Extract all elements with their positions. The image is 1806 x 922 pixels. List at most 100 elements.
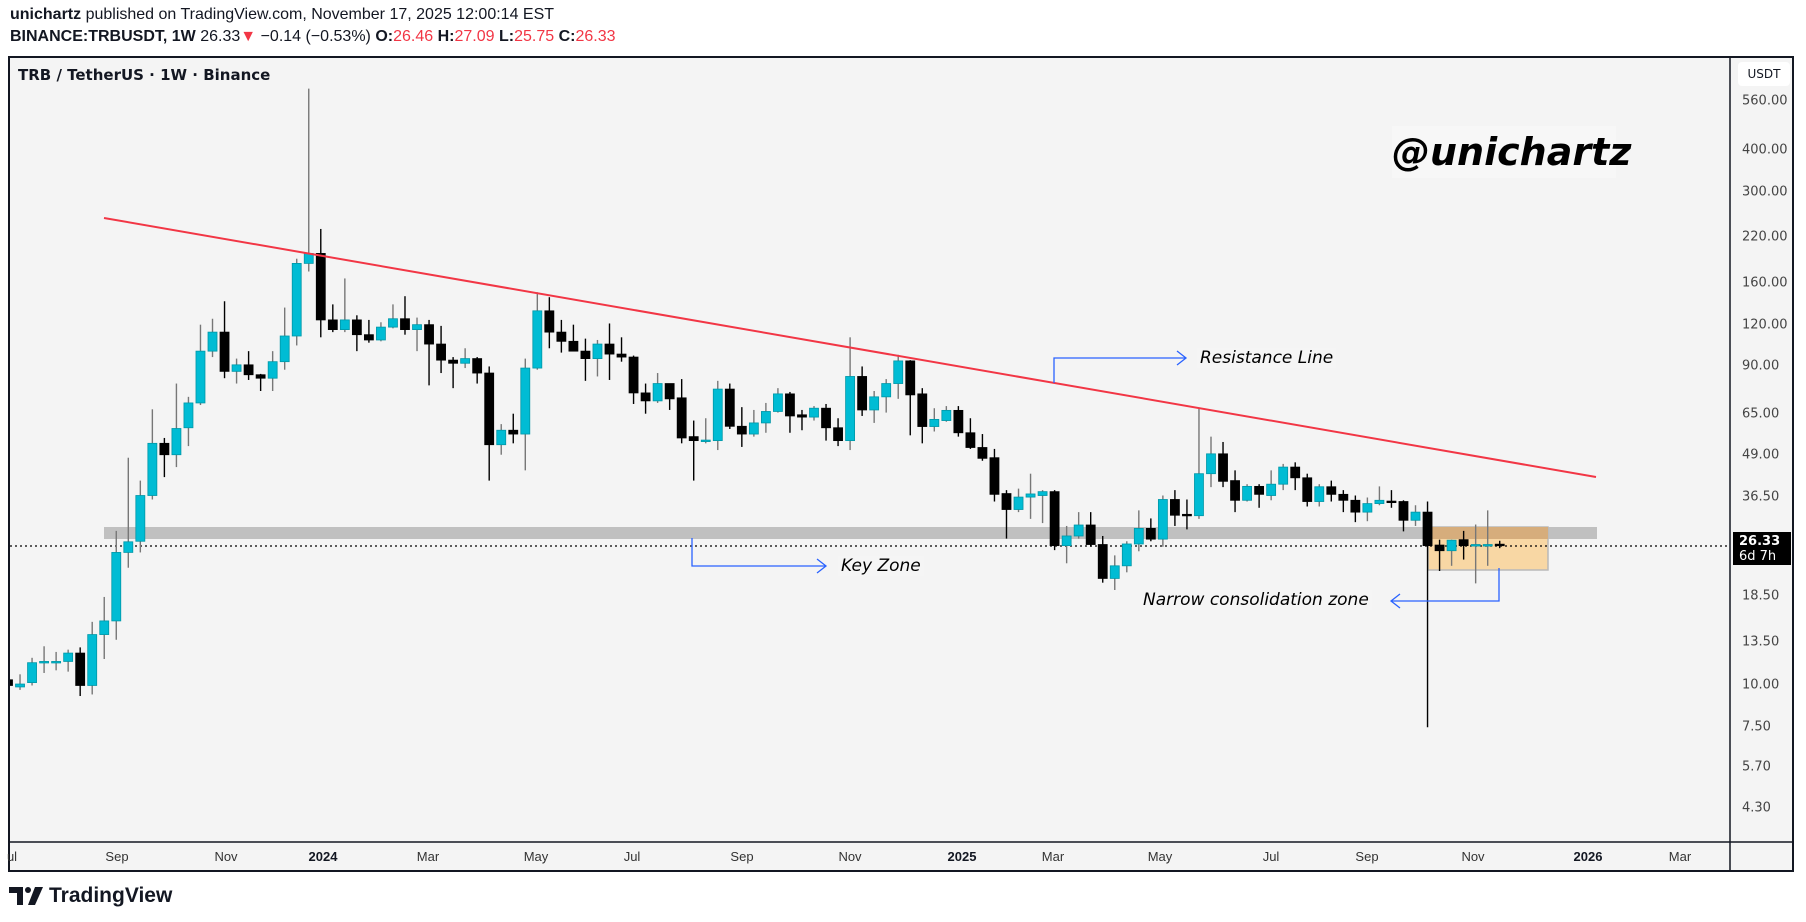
candle-down[interactable] xyxy=(1254,485,1265,495)
candle-down[interactable] xyxy=(977,447,988,459)
candle-up[interactable] xyxy=(147,442,158,496)
candle-up[interactable] xyxy=(39,661,49,664)
candle-up[interactable] xyxy=(532,310,543,369)
candle-up[interactable] xyxy=(231,364,242,372)
candle-down[interactable] xyxy=(363,334,374,341)
candle-up[interactable] xyxy=(712,388,723,442)
candle-up[interactable] xyxy=(87,634,98,686)
candle-up[interactable] xyxy=(893,360,904,384)
candle-down[interactable] xyxy=(484,372,495,446)
candle-up[interactable] xyxy=(15,683,25,688)
candle-up[interactable] xyxy=(123,541,134,553)
candle-down[interactable] xyxy=(640,392,651,402)
candle-up[interactable] xyxy=(1109,565,1120,579)
candle-down[interactable] xyxy=(1458,539,1469,547)
candle-up[interactable] xyxy=(111,552,122,622)
candle-down[interactable] xyxy=(1386,500,1397,504)
candle-up[interactable] xyxy=(1362,503,1373,513)
candle-up[interactable] xyxy=(460,358,471,364)
candle-down[interactable] xyxy=(628,356,639,394)
resistance-line-label[interactable]: Resistance Line xyxy=(1197,348,1337,368)
candle-up[interactable] xyxy=(1073,524,1084,537)
candle-down[interactable] xyxy=(243,364,254,376)
resistance-trendline[interactable] xyxy=(103,217,1597,478)
candle-up[interactable] xyxy=(1061,535,1072,547)
candle-down[interactable] xyxy=(664,383,675,400)
candle-down[interactable] xyxy=(1145,528,1156,540)
candle-down[interactable] xyxy=(1182,513,1192,517)
candle-up[interactable] xyxy=(809,407,819,418)
candle-up[interactable] xyxy=(388,318,398,328)
candle-down[interactable] xyxy=(255,374,266,379)
candle-down[interactable] xyxy=(688,436,699,442)
candle-up[interactable] xyxy=(412,324,422,330)
candle-down[interactable] xyxy=(905,360,916,396)
candle-down[interactable] xyxy=(327,319,338,330)
candle-down[interactable] xyxy=(785,393,795,417)
candle-up[interactable] xyxy=(51,661,62,664)
candle-up[interactable] xyxy=(520,367,531,435)
candle-down[interactable] xyxy=(953,409,964,434)
candle-down[interactable] xyxy=(1085,524,1096,545)
candle-up[interactable] xyxy=(1157,499,1168,540)
candle-down[interactable] xyxy=(556,331,567,342)
candle-up[interactable] xyxy=(881,383,892,398)
candle-down[interactable] xyxy=(436,343,446,361)
candle-up[interactable] xyxy=(592,343,603,359)
candle-up[interactable] xyxy=(1206,453,1216,475)
candle-up[interactable] xyxy=(135,495,146,542)
candle-up[interactable] xyxy=(267,361,278,379)
candle-up[interactable] xyxy=(1446,539,1457,552)
candle-down[interactable] xyxy=(676,397,687,439)
candle-down[interactable] xyxy=(424,324,434,345)
candle-down[interactable] xyxy=(472,358,483,374)
resistance-arrow[interactable] xyxy=(1053,357,1185,383)
candle-up[interactable] xyxy=(748,422,759,435)
candle-down[interactable] xyxy=(797,414,807,418)
candle-up[interactable] xyxy=(376,326,386,341)
candle-up[interactable] xyxy=(1314,486,1325,502)
candle-up[interactable] xyxy=(929,418,940,427)
candle-down[interactable] xyxy=(1049,491,1060,547)
candle-up[interactable] xyxy=(1482,544,1493,547)
candle-up[interactable] xyxy=(652,383,663,402)
candle-down[interactable] xyxy=(1326,486,1337,495)
candle-up[interactable] xyxy=(1121,543,1132,567)
candle-down[interactable] xyxy=(448,359,459,364)
candle-down[interactable] xyxy=(219,331,230,372)
candle-down[interactable] xyxy=(965,432,976,448)
candle-up[interactable] xyxy=(339,319,350,330)
candle-up[interactable] xyxy=(760,411,771,424)
candle-up[interactable] xyxy=(1242,485,1252,501)
candle-down[interactable] xyxy=(1350,499,1361,513)
candle-down[interactable] xyxy=(1302,477,1313,502)
candle-down[interactable] xyxy=(580,350,591,359)
candle-up[interactable] xyxy=(1374,499,1385,504)
candle-up[interactable] xyxy=(183,402,194,429)
candle-up[interactable] xyxy=(1410,511,1421,521)
candle-down[interactable] xyxy=(724,388,735,427)
candle-down[interactable] xyxy=(1338,493,1349,501)
candle-down[interactable] xyxy=(75,652,86,686)
candle-down[interactable] xyxy=(1097,544,1108,579)
candle-down[interactable] xyxy=(1290,466,1301,479)
candle-up[interactable] xyxy=(1037,491,1048,496)
candle-down[interactable] xyxy=(400,318,410,330)
candle-up[interactable] xyxy=(941,409,952,421)
candle-down[interactable] xyxy=(1434,544,1445,552)
tradingview-logo[interactable]: TradingView xyxy=(9,884,172,908)
author-name[interactable]: unichartz xyxy=(10,6,82,23)
candle-down[interactable] xyxy=(1001,493,1012,510)
candle-up[interactable] xyxy=(1266,483,1277,496)
candle-up[interactable] xyxy=(1013,496,1024,510)
candle-up[interactable] xyxy=(845,376,855,442)
candle-down[interactable] xyxy=(508,429,519,435)
candle-up[interactable] xyxy=(1194,473,1204,517)
candle-up[interactable] xyxy=(99,620,110,635)
candle-down[interactable] xyxy=(989,457,1000,495)
key-zone-rect[interactable] xyxy=(104,527,1597,539)
candle-up[interactable] xyxy=(63,652,74,662)
candle-up[interactable] xyxy=(207,331,218,352)
candle-down[interactable] xyxy=(1218,453,1228,482)
